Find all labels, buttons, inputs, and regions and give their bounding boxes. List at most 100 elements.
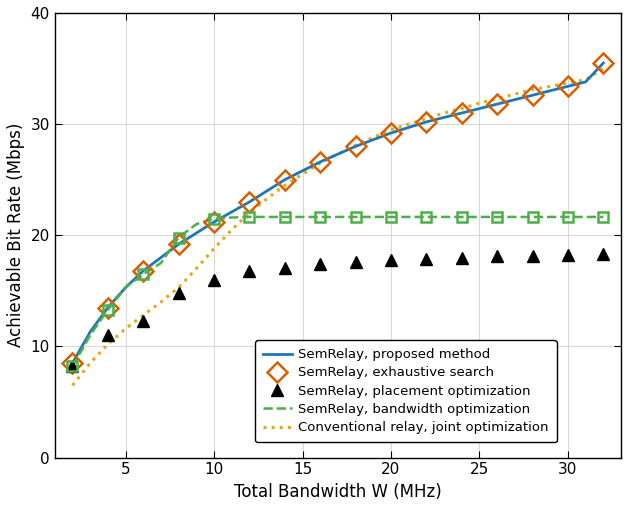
Line: Conventional relay, joint optimization: Conventional relay, joint optimization: [72, 69, 604, 386]
Conventional relay, joint optimization: [564, 80, 571, 86]
SemRelay, placement optimization: [387, 257, 395, 263]
Conventional relay, joint optimization: [157, 299, 165, 305]
SemRelay, exhaustive search: [529, 92, 536, 98]
SemRelay, exhaustive search: [458, 110, 465, 116]
SemRelay, proposed method: [564, 83, 571, 89]
Conventional relay, joint optimization: [600, 66, 607, 72]
Line: SemRelay, proposed method: SemRelay, proposed method: [72, 63, 604, 363]
Conventional relay, joint optimization: [68, 383, 76, 389]
SemRelay, exhaustive search: [352, 143, 359, 149]
SemRelay, placement optimization: [281, 265, 289, 271]
SemRelay, proposed method: [68, 360, 76, 366]
Legend: SemRelay, proposed method, SemRelay, exhaustive search, SemRelay, placement opti: SemRelay, proposed method, SemRelay, exh…: [255, 340, 557, 442]
SemRelay, bandwidth optimization: [440, 214, 448, 220]
Conventional relay, joint optimization: [87, 360, 94, 366]
SemRelay, bandwidth optimization: [369, 214, 377, 220]
SemRelay, placement optimization: [564, 252, 571, 259]
SemRelay, bandwidth optimization: [157, 260, 165, 266]
Conventional relay, joint optimization: [122, 326, 129, 332]
SemRelay, placement optimization: [104, 332, 112, 338]
Conventional relay, joint optimization: [511, 91, 519, 97]
Conventional relay, joint optimization: [529, 86, 536, 92]
SemRelay, exhaustive search: [317, 159, 324, 165]
SemRelay, proposed method: [494, 101, 501, 107]
SemRelay, exhaustive search: [423, 119, 430, 125]
SemRelay, bandwidth optimization: [494, 214, 501, 220]
SemRelay, bandwidth optimization: [546, 214, 554, 220]
Conventional relay, joint optimization: [475, 100, 483, 106]
SemRelay, exhaustive search: [246, 199, 253, 205]
Conventional relay, joint optimization: [299, 171, 306, 177]
SemRelay, exhaustive search: [210, 219, 218, 225]
SemRelay, bandwidth optimization: [246, 214, 253, 220]
SemRelay, bandwidth optimization: [511, 214, 519, 220]
SemRelay, exhaustive search: [104, 304, 112, 310]
SemRelay, proposed method: [511, 97, 519, 103]
SemRelay, bandwidth optimization: [281, 214, 289, 220]
SemRelay, placement optimization: [458, 255, 465, 261]
SemRelay, exhaustive search: [494, 101, 501, 107]
Conventional relay, joint optimization: [263, 196, 271, 202]
Conventional relay, joint optimization: [228, 227, 236, 233]
SemRelay, proposed method: [317, 159, 324, 165]
Conventional relay, joint optimization: [334, 151, 342, 157]
SemRelay, bandwidth optimization: [529, 214, 536, 220]
SemRelay, proposed method: [263, 188, 271, 194]
Conventional relay, joint optimization: [352, 142, 359, 148]
Conventional relay, joint optimization: [458, 106, 465, 112]
SemRelay, proposed method: [157, 255, 165, 261]
SemRelay, bandwidth optimization: [263, 214, 271, 220]
SemRelay, bandwidth optimization: [582, 214, 590, 220]
SemRelay, proposed method: [299, 168, 306, 174]
SemRelay, bandwidth optimization: [387, 214, 395, 220]
SemRelay, bandwidth optimization: [228, 214, 236, 220]
SemRelay, bandwidth optimization: [87, 332, 94, 338]
SemRelay, proposed method: [193, 230, 200, 236]
Conventional relay, joint optimization: [246, 210, 253, 216]
SemRelay, placement optimization: [423, 256, 430, 262]
SemRelay, proposed method: [440, 114, 448, 120]
SemRelay, proposed method: [334, 151, 342, 157]
SemRelay, proposed method: [458, 110, 465, 116]
SemRelay, proposed method: [423, 119, 430, 125]
SemRelay, placement optimization: [529, 253, 536, 259]
SemRelay, proposed method: [546, 88, 554, 94]
SemRelay, bandwidth optimization: [317, 214, 324, 220]
SemRelay, bandwidth optimization: [68, 363, 76, 369]
SemRelay, proposed method: [405, 124, 413, 131]
Line: SemRelay, placement optimization: SemRelay, placement optimization: [66, 248, 610, 373]
Conventional relay, joint optimization: [440, 110, 448, 116]
Line: SemRelay, bandwidth optimization: SemRelay, bandwidth optimization: [72, 217, 604, 366]
SemRelay, proposed method: [369, 137, 377, 143]
SemRelay, proposed method: [87, 329, 94, 335]
SemRelay, bandwidth optimization: [104, 307, 112, 313]
Conventional relay, joint optimization: [281, 182, 289, 188]
SemRelay, proposed method: [246, 199, 253, 205]
Conventional relay, joint optimization: [317, 160, 324, 166]
Conventional relay, joint optimization: [104, 341, 112, 347]
SemRelay, exhaustive search: [68, 360, 76, 366]
Conventional relay, joint optimization: [210, 245, 218, 251]
SemRelay, bandwidth optimization: [334, 214, 342, 220]
SemRelay, bandwidth optimization: [210, 215, 218, 221]
SemRelay, placement optimization: [494, 253, 501, 260]
Conventional relay, joint optimization: [175, 284, 182, 291]
SemRelay, bandwidth optimization: [564, 214, 571, 220]
SemRelay, bandwidth optimization: [423, 214, 430, 220]
Conventional relay, joint optimization: [582, 77, 590, 83]
SemRelay, proposed method: [104, 304, 112, 310]
SemRelay, proposed method: [600, 60, 607, 66]
Line: SemRelay, exhaustive search: SemRelay, exhaustive search: [65, 56, 610, 370]
SemRelay, proposed method: [475, 106, 483, 112]
X-axis label: Total Bandwidth W (MHz): Total Bandwidth W (MHz): [234, 483, 441, 501]
SemRelay, exhaustive search: [281, 177, 289, 183]
Y-axis label: Achievable Bit Rate (Mbps): Achievable Bit Rate (Mbps): [7, 123, 25, 347]
SemRelay, placement optimization: [246, 268, 253, 274]
SemRelay, placement optimization: [600, 251, 607, 257]
SemRelay, placement optimization: [317, 261, 324, 267]
SemRelay, exhaustive search: [139, 268, 147, 274]
SemRelay, placement optimization: [352, 259, 359, 265]
SemRelay, placement optimization: [175, 290, 182, 296]
SemRelay, bandwidth optimization: [475, 214, 483, 220]
SemRelay, exhaustive search: [175, 241, 182, 247]
